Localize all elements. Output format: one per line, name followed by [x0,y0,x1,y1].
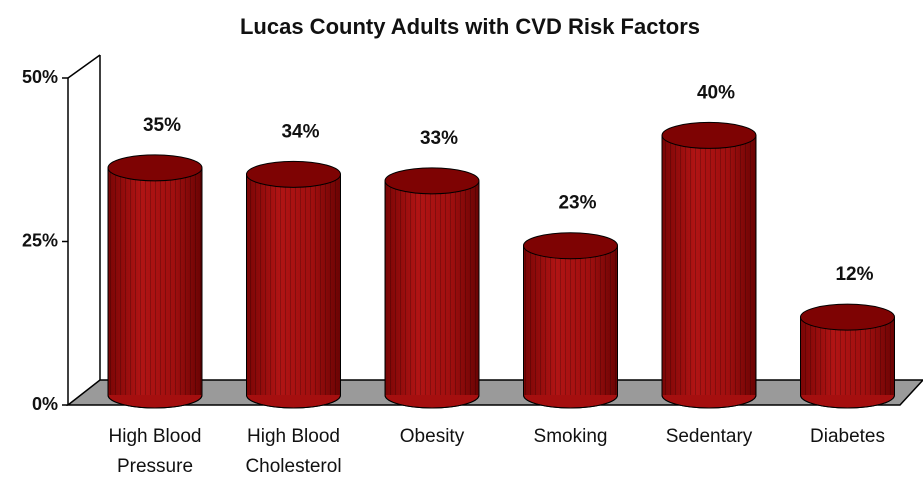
value-label: 12% [835,264,873,285]
x-tick-label: Obesity [399,426,465,447]
x-tick-label: Sedentary [665,426,753,447]
chart-title: Lucas County Adults with CVD Risk Factor… [240,14,700,39]
value-label: 35% [143,115,181,136]
bar-stripes [246,174,341,395]
x-tick-label: Diabetes [810,426,885,447]
bar-stripes [662,135,756,395]
x-tick-label: High Blood Pressure [108,426,202,477]
bar-outline [523,245,618,409]
value-label: 23% [558,193,596,214]
cylinder-top [800,303,895,331]
y-tick-label: 25% [22,230,58,250]
bar-stripes [108,167,202,395]
x-tick-label: High Blood Cholesterol [245,426,342,477]
bar-outline [800,317,895,409]
cylinder-top [661,121,757,149]
cylinder-top [384,167,480,195]
x-tick-label: Smoking [533,426,608,447]
y-tick-label: 50% [22,67,58,87]
value-label: 33% [420,128,458,149]
cylinder-top [107,154,203,182]
cylinder-top [523,232,618,260]
axis-depth [67,54,101,79]
value-label: 40% [697,82,735,103]
bar-outline [384,180,480,409]
cylinder-top [246,160,341,188]
bar-outline [107,167,203,409]
y-tick-label: 0% [32,394,58,414]
bar-stripes [385,180,479,395]
value-label: 34% [281,121,319,142]
bar-outline [246,174,341,409]
bar-outline [661,135,757,409]
bar-stripes [523,245,618,395]
